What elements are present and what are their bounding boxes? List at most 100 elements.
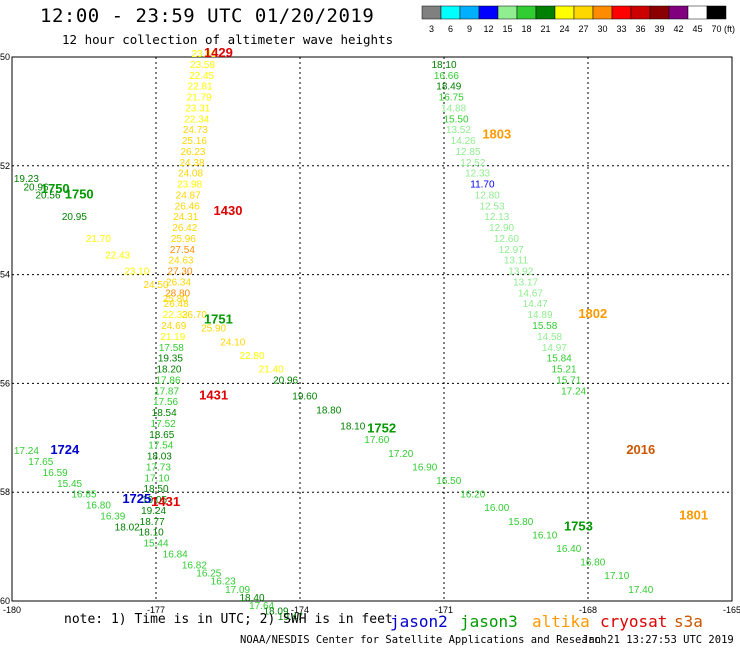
swh-value: 16.85	[71, 490, 96, 501]
legend-jason2: jason2	[390, 612, 448, 631]
swh-value: 26.70	[182, 310, 207, 321]
legend-cryosat: cryosat	[600, 612, 668, 631]
swh-value: 13.92	[508, 267, 533, 278]
swh-value: 26.42	[172, 223, 197, 234]
swh-value: 12.13	[484, 212, 509, 223]
swh-value: 17.73	[146, 462, 171, 473]
swh-value: 25.90	[201, 324, 226, 335]
pass-label: 2016	[626, 442, 655, 457]
colorbar-label: 3	[429, 24, 434, 34]
swh-value: 17.10	[604, 571, 629, 582]
swh-value: 12.97	[499, 245, 524, 256]
colorbar-swatch	[421, 5, 442, 20]
swh-value: 27.30	[167, 267, 192, 278]
y-tick-label: -60	[0, 596, 10, 606]
swh-value: 19.47	[278, 612, 303, 623]
colorbar-label: 27	[578, 24, 588, 34]
swh-value: 18.10	[139, 528, 164, 539]
colorbar-label: 24	[559, 24, 569, 34]
swh-value: 15.44	[143, 539, 168, 550]
swh-value: 16.82	[182, 560, 207, 571]
swh-value: 13.17	[513, 277, 538, 288]
swh-value: 17.65	[28, 457, 53, 468]
swh-value: 23.59	[190, 60, 215, 71]
swh-value: 17.58	[159, 343, 184, 354]
swh-value: 18.40	[239, 593, 264, 604]
swh-value: 19.05	[142, 495, 167, 506]
x-tick-label: -174	[291, 605, 309, 615]
colorbar-swatch	[573, 5, 594, 20]
colorbar-swatch	[516, 5, 537, 20]
swh-value: 24.08	[178, 169, 203, 180]
swh-value: 12.53	[479, 201, 504, 212]
swh-value: 17.09	[225, 585, 250, 596]
swh-value: 16.10	[532, 530, 557, 541]
y-tick-label: -58	[0, 487, 10, 497]
swh-value: 26.34	[166, 277, 191, 288]
pass-label: 1752	[367, 420, 396, 435]
pass-label: 1750	[41, 181, 70, 196]
swh-value: 16.84	[163, 549, 188, 560]
swh-value: 26.46	[175, 201, 200, 212]
swh-value: 23.98	[177, 180, 202, 191]
swh-value: 22.45	[189, 71, 214, 82]
swh-value: 15.71	[556, 375, 581, 386]
swh-value: 26.23	[180, 147, 205, 158]
colorbar-swatch	[649, 5, 670, 20]
swh-value: 18.80	[316, 405, 341, 416]
chart-title: 12:00 - 23:59 UTC 01/20/2019	[40, 5, 375, 27]
swh-value: 12.85	[455, 147, 480, 158]
colorbar-swatch	[611, 5, 632, 20]
colorbar-label: 33	[616, 24, 626, 34]
swh-value: 18.10	[431, 60, 456, 71]
swh-value: 17.20	[388, 449, 413, 460]
swh-value: 17.86	[155, 375, 180, 386]
swh-value: 25.96	[171, 234, 196, 245]
swh-value: 16.00	[484, 503, 509, 514]
colorbar-label: 42	[673, 24, 683, 34]
colorbar-swatch	[687, 5, 708, 20]
colorbar-swatch	[497, 5, 518, 20]
swh-value: 24.63	[168, 256, 193, 267]
swh-value: 12.52	[460, 158, 485, 169]
swh-value: 17.24	[561, 386, 586, 397]
pass-label: 1429	[204, 45, 233, 60]
x-tick-label: -177	[147, 605, 165, 615]
swh-value: 27.54	[170, 245, 195, 256]
pass-label: 1753	[564, 518, 593, 533]
swh-value: 16.39	[100, 511, 125, 522]
chart-subtitle: 12 hour collection of altimeter wave hei…	[62, 32, 394, 47]
swh-value: 22.80	[239, 351, 264, 362]
swh-value: 13.52	[446, 125, 471, 136]
swh-value: 17.64	[249, 601, 274, 612]
swh-value: 20.96	[273, 375, 298, 386]
swh-value: 14.88	[441, 103, 466, 114]
colorbar-label: 21	[540, 24, 550, 34]
plot-frame	[11, 56, 733, 602]
swh-value: 11.70	[470, 180, 495, 191]
colorbar-swatch	[592, 5, 613, 20]
pass-label: 1725	[122, 491, 151, 506]
swh-value: 19.23	[14, 174, 39, 185]
swh-value: 16.80	[580, 558, 605, 569]
units-note: note: 1) Time is in UTC; 2) SWH is in fe…	[64, 612, 393, 627]
swh-value: 18.03	[147, 452, 172, 463]
swh-value: 21.79	[187, 93, 212, 104]
swh-value: 24.50	[143, 280, 168, 291]
generated-timestamp: Jan 21 13:27:53 UTC 2019	[582, 634, 734, 646]
swh-value: 16.23	[211, 577, 236, 588]
colorbar-swatch	[535, 5, 556, 20]
x-tick-label: -165	[723, 605, 740, 615]
swh-value: 28.80	[165, 288, 190, 299]
swh-value: 14.97	[542, 343, 567, 354]
swh-value: 15.21	[551, 365, 576, 376]
swh-value: 12.80	[475, 190, 500, 201]
swh-value: 21.70	[86, 234, 111, 245]
colorbar-swatch	[554, 5, 575, 20]
swh-value: 18.02	[115, 522, 140, 533]
x-tick-label: -168	[579, 605, 597, 615]
swh-value: 19.60	[292, 392, 317, 403]
swh-value: 17.24	[14, 446, 39, 457]
pass-label: 1802	[578, 306, 607, 321]
swh-value: 17.60	[364, 435, 389, 446]
